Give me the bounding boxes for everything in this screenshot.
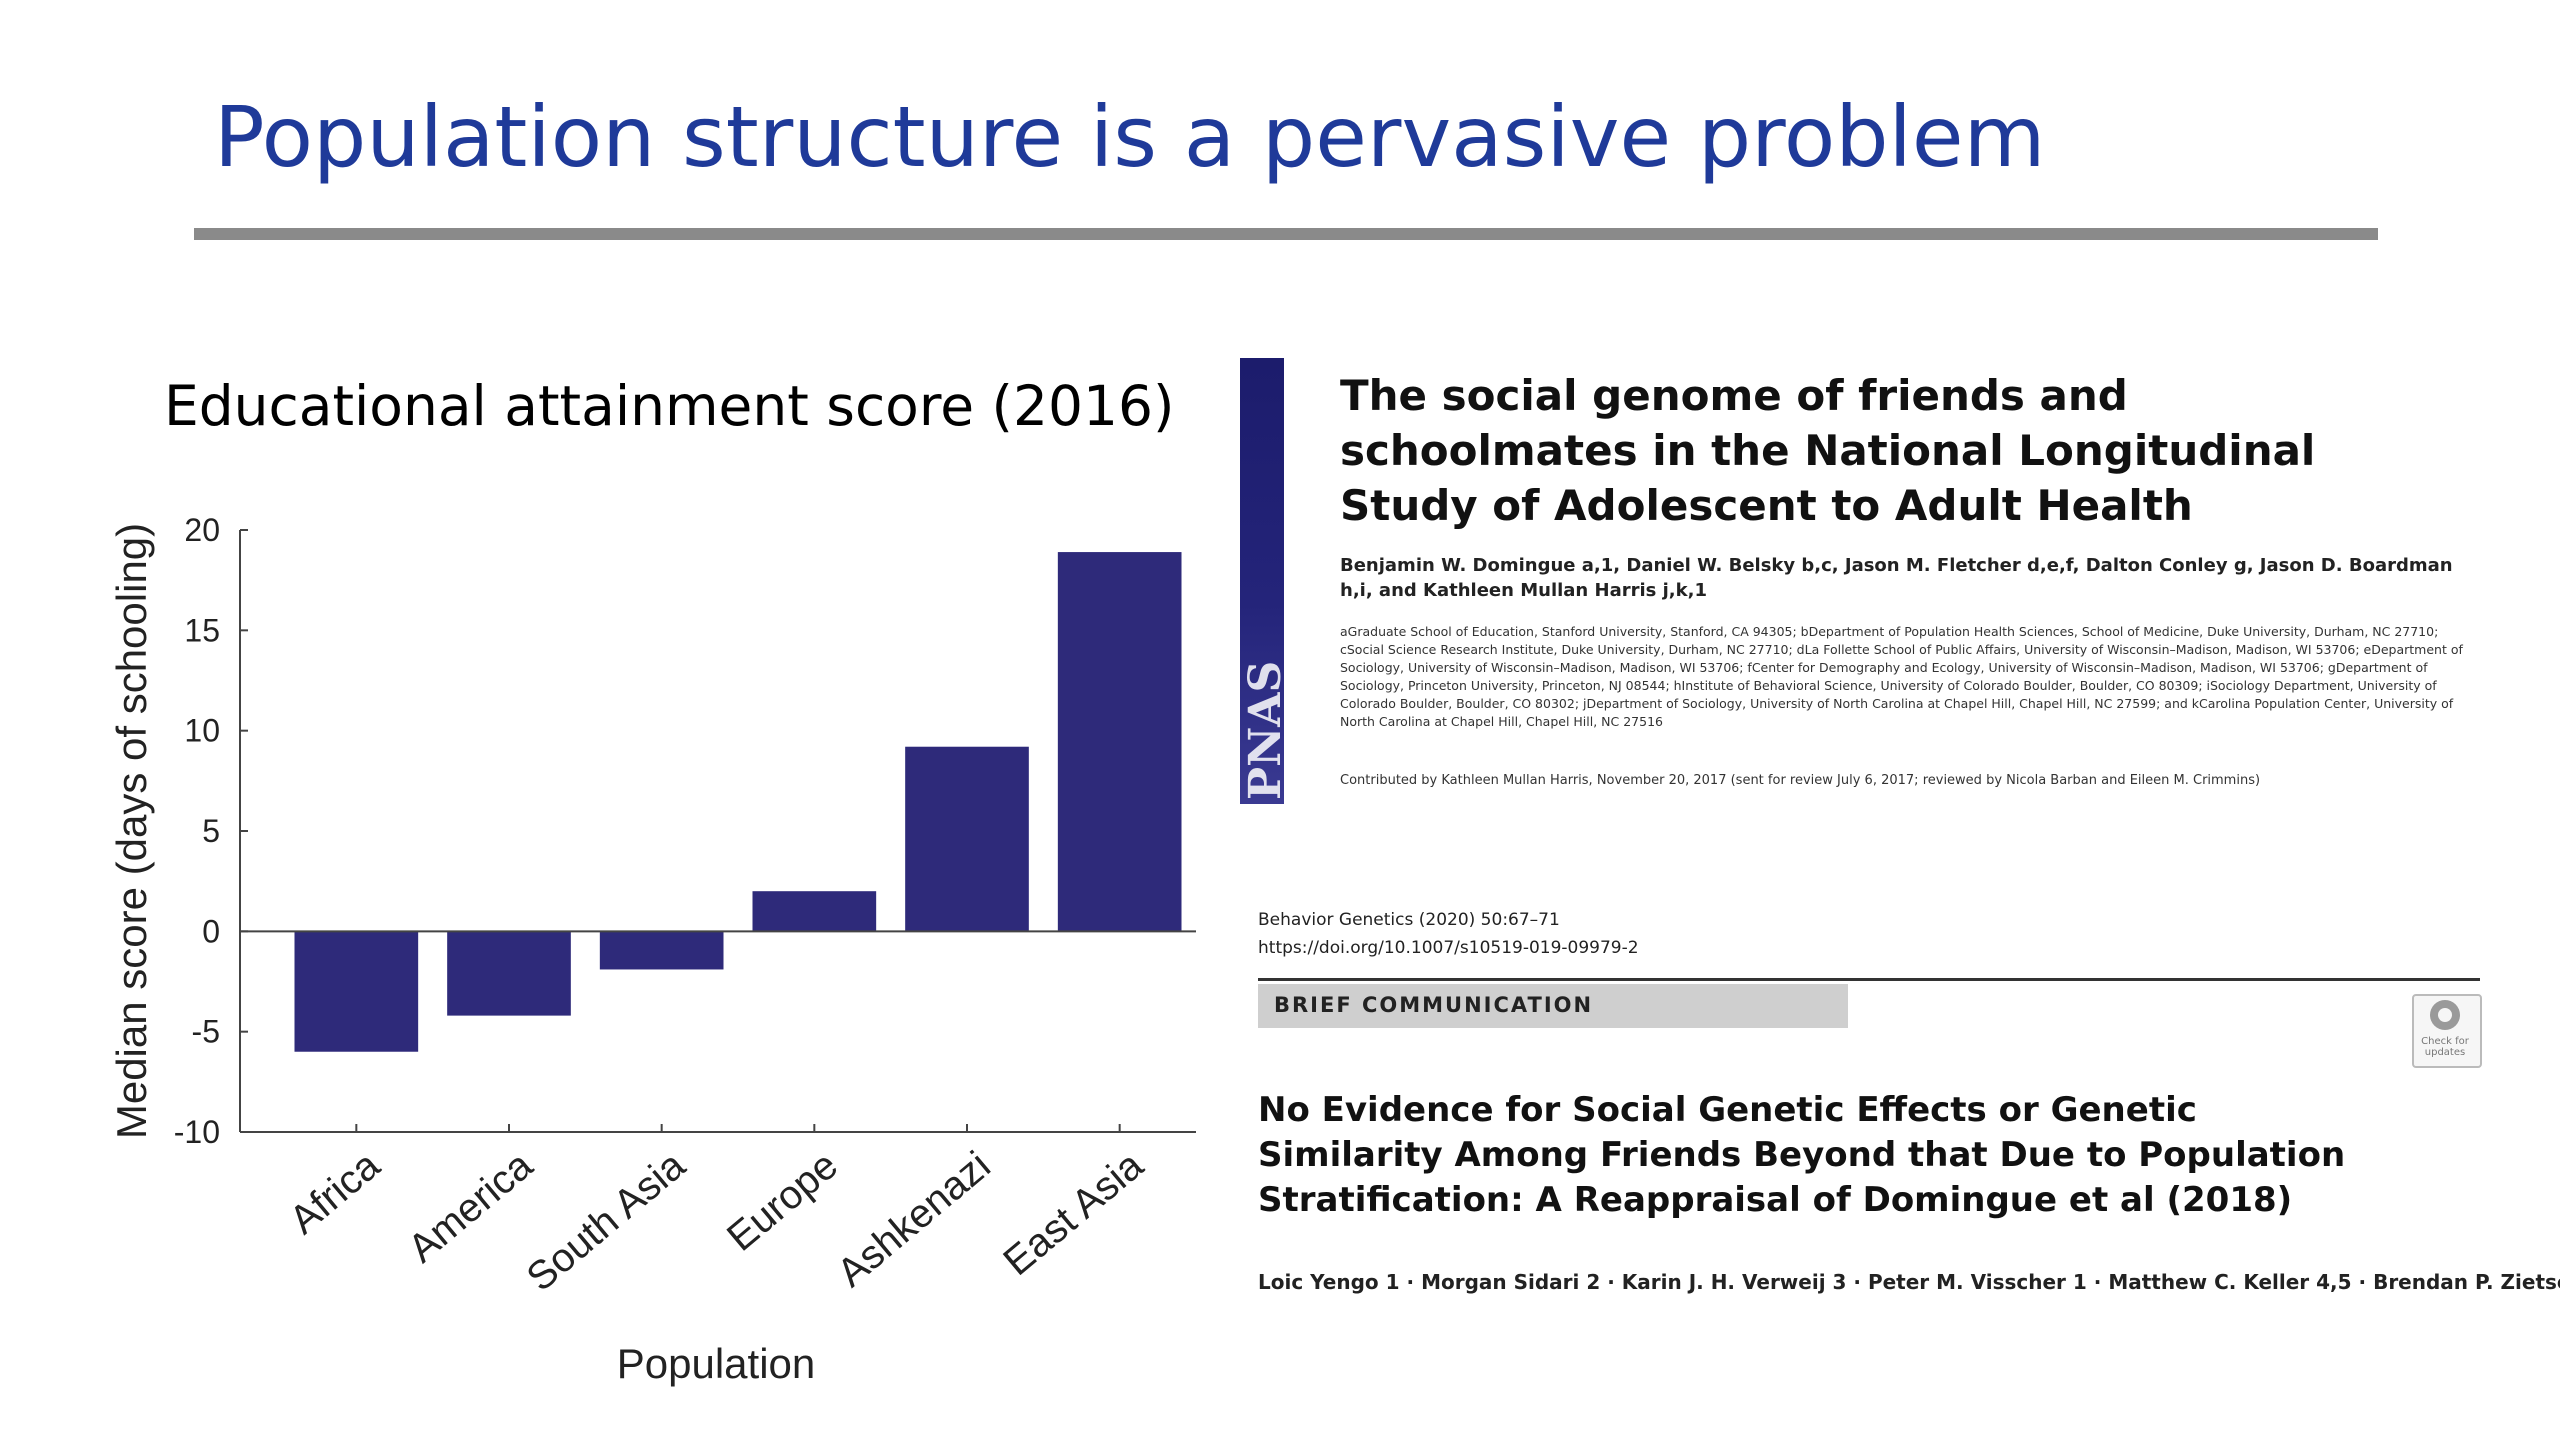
chart-title: Educational attainment score (2016) [164,374,1175,438]
bar-america [447,931,571,1016]
x-tick-label: Africa [282,1143,389,1243]
slide-title: Population structure is a pervasive prob… [214,88,2046,186]
y-ticks-layer: -10 -5 0 5 10 15 20 [174,512,248,1150]
y-tick-label: 0 [202,913,220,949]
y-tick-label: 15 [184,612,220,648]
y-tick-label: 20 [184,512,220,548]
y-tick-label: 5 [202,813,220,849]
paper2-authors: Loic Yengo 1 · Morgan Sidari 2 · Karin J… [1258,1270,2560,1294]
paper2-banner-label: BRIEF COMMUNICATION [1274,993,1594,1017]
paper2-journal: Behavior Genetics (2020) 50:67–71 [1258,910,1560,930]
bar-ashkenazi [905,746,1029,932]
paper1-title: The social genome of friends and schoolm… [1340,371,2316,530]
bar-europe [752,891,877,932]
y-axis-label: Median score (days of schooling) [108,523,155,1139]
x-tick-label: Ashkenazi [829,1143,999,1295]
y-tick-label: 10 [184,713,220,749]
x-tick-label: America [400,1143,541,1271]
y-tick-label: -10 [174,1114,220,1150]
check-updates-label: Check for updates [2421,1036,2469,1058]
paper2-divider [1258,978,2480,981]
paper2-banner [1258,984,1848,1028]
x-tick-label: East Asia [995,1143,1152,1284]
bar-africa [294,931,419,1052]
bars-layer [294,552,1182,1052]
paper2-title: No Evidence for Social Genetic Effects o… [1258,1090,2346,1220]
title-divider [194,228,2378,240]
pnas-color-strip [1240,358,1284,804]
y-tick-label: -5 [192,1014,220,1050]
pnas-logo: PNAS [1246,660,1286,800]
paper1-contributed-note: Contributed by Kathleen Mullan Harris, N… [1340,773,2261,788]
paper1-affiliations: aGraduate School of Education, Stanford … [1340,624,2463,729]
bar-south-asia [599,931,724,970]
paper2-authors-line: Loic Yengo 1 · Morgan Sidari 2 · Karin J… [1258,1270,2560,1294]
paper2-doi: https://doi.org/10.1007/s10519-019-09979… [1258,938,1639,958]
x-axis-label: Population [617,1340,816,1387]
check-updates-icon [2430,1000,2460,1030]
paper1-authors: Benjamin W. Domingue a,1, Daniel W. Bels… [1340,555,2453,601]
x-tick-label: South Asia [519,1143,694,1300]
bar-east-asia [1057,552,1182,932]
x-tick-label: Europe [719,1143,846,1260]
